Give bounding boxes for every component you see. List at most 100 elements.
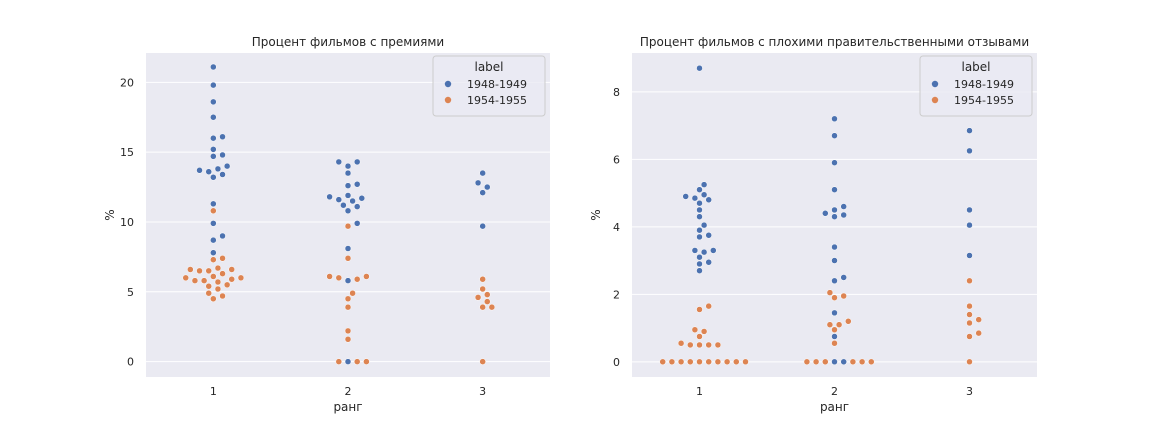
data-point-series-2: [691, 326, 699, 333]
data-point-series-1: [219, 171, 226, 178]
data-point-series-1: [831, 186, 838, 193]
data-point-series-2: [344, 222, 352, 230]
data-point-series-1: [696, 253, 703, 261]
data-point-series-2: [344, 295, 352, 303]
y-axis-label: %: [103, 209, 117, 220]
data-point-series-2: [696, 358, 703, 366]
data-point-series-1: [696, 267, 703, 274]
data-point-series-2: [966, 302, 973, 310]
data-point-series-1: [340, 201, 347, 209]
data-point-series-2: [831, 326, 838, 333]
y-tick-label: 10: [120, 216, 134, 229]
data-point-series-1: [344, 182, 352, 189]
data-point-series-2: [228, 275, 235, 283]
data-point-series-2: [349, 289, 356, 297]
data-point-series-2: [196, 267, 203, 275]
data-point-series-2: [966, 319, 973, 327]
data-point-series-1: [344, 192, 352, 199]
data-point-series-2: [705, 341, 712, 349]
y-tick-label: 20: [120, 76, 134, 89]
data-point-series-1: [696, 64, 703, 72]
y-tick-label: 5: [127, 286, 134, 299]
data-point-series-1: [700, 221, 708, 229]
data-point-series-2: [659, 358, 666, 366]
data-point-series-2: [335, 358, 343, 365]
y-tick-label: 2: [613, 288, 620, 301]
data-point-series-1: [966, 127, 973, 134]
data-point-series-1: [210, 249, 217, 256]
data-point-series-1: [358, 194, 366, 202]
data-point-series-2: [353, 358, 361, 365]
data-point-series-1: [474, 179, 482, 187]
data-point-series-2: [187, 266, 194, 273]
data-point-series-2: [849, 358, 857, 366]
data-point-series-2: [488, 303, 496, 311]
data-point-series-2: [344, 255, 352, 262]
data-point-series-2: [228, 266, 235, 273]
data-point-series-1: [214, 165, 222, 173]
data-point-series-1: [210, 63, 217, 71]
x-tick-label: 2: [831, 385, 838, 398]
data-point-series-2: [182, 274, 189, 282]
data-point-series-1: [682, 193, 689, 200]
y-tick-label: 0: [613, 356, 620, 369]
y-tick-label: 0: [127, 356, 134, 369]
data-point-series-2: [210, 256, 217, 263]
data-point-series-1: [966, 147, 973, 155]
data-point-series-1: [831, 243, 838, 251]
data-point-series-1: [710, 247, 717, 254]
data-point-series-1: [210, 200, 217, 208]
y-tick-label: 4: [613, 221, 620, 234]
y-tick-label: 6: [613, 153, 620, 166]
data-point-series-2: [191, 277, 199, 284]
data-point-series-1: [700, 181, 708, 188]
legend-marker: [444, 80, 452, 88]
data-point-series-1: [831, 206, 838, 214]
data-point-series-2: [205, 282, 212, 290]
data-point-series-1: [344, 245, 352, 252]
x-tick-label: 3: [479, 385, 486, 398]
data-point-series-1: [210, 236, 217, 244]
y-axis-label: %: [589, 209, 603, 220]
x-tick-label: 3: [966, 385, 973, 398]
data-point-series-2: [344, 327, 352, 335]
data-point-series-2: [822, 358, 829, 366]
data-point-series-1: [484, 183, 491, 191]
data-point-series-1: [705, 232, 712, 239]
data-point-series-1: [700, 248, 708, 256]
data-point-series-1: [691, 194, 699, 202]
legend-box: [919, 55, 1033, 117]
data-point-series-2: [714, 358, 722, 366]
data-point-series-1: [353, 158, 361, 166]
chart-title: Процент фильмов с плохими правительствен…: [640, 35, 1029, 49]
data-point-series-1: [210, 98, 217, 106]
data-point-series-1: [344, 358, 352, 365]
data-point-series-1: [219, 151, 226, 159]
data-point-series-1: [219, 133, 226, 141]
data-point-series-2: [975, 329, 982, 337]
data-point-series-2: [219, 255, 226, 262]
data-point-series-1: [223, 162, 231, 170]
data-point-series-1: [210, 146, 217, 153]
data-point-series-1: [822, 210, 829, 217]
legend-title: label: [474, 60, 503, 74]
data-point-series-2: [696, 333, 703, 340]
chart-panel-1: 0 5 10 15 20 1 2 3 Процент фильмов с премиями ран…: [103, 35, 550, 414]
data-point-series-2: [214, 278, 222, 286]
data-point-series-2: [677, 358, 685, 366]
data-point-series-2: [205, 289, 212, 297]
legend-marker: [931, 96, 939, 104]
legend-marker: [931, 80, 939, 88]
data-point-series-1: [831, 333, 838, 340]
legend-marker: [444, 96, 452, 104]
data-point-series-1: [479, 189, 486, 196]
legend-label: 1948-1949: [467, 78, 527, 91]
data-point-series-2: [696, 341, 703, 349]
data-point-series-1: [966, 252, 973, 259]
data-point-series-1: [705, 196, 712, 204]
legend-label: 1948-1949: [954, 78, 1014, 91]
data-point-series-2: [237, 274, 245, 282]
data-point-series-1: [831, 309, 838, 317]
data-point-series-2: [335, 274, 343, 282]
chart-panel-2: 0 2 4 6 8 1 2 3 Процент фильмов с плохими правит…: [589, 35, 1037, 414]
